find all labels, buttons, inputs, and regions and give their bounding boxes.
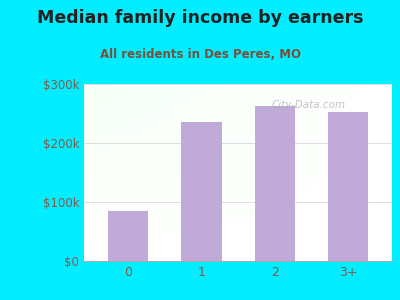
Bar [254, 106, 295, 261]
Text: Median family income by earners: Median family income by earners [37, 9, 363, 27]
Text: City-Data.com: City-Data.com [272, 100, 346, 110]
Bar [181, 122, 222, 261]
Text: All residents in Des Peres, MO: All residents in Des Peres, MO [100, 48, 300, 61]
Bar [108, 211, 148, 261]
Bar [328, 112, 368, 261]
